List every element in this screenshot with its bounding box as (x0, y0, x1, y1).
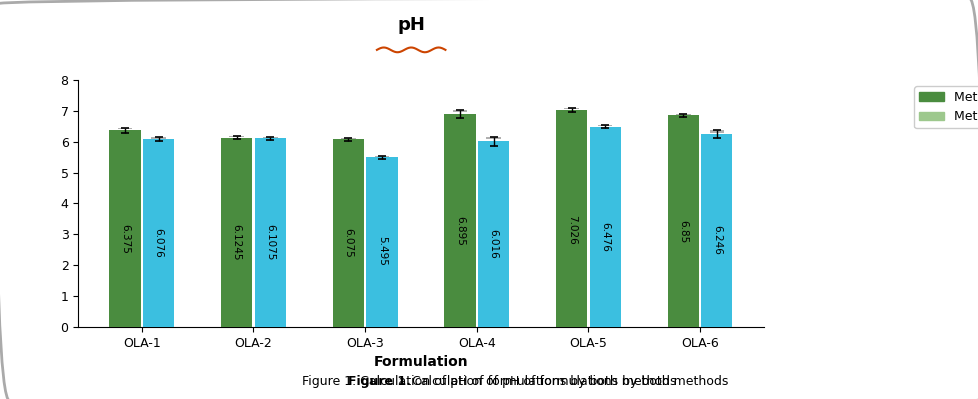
Bar (598, 125, 612, 126)
Bar (263, 137, 277, 138)
Bar (453, 110, 467, 113)
Bar (556, 110, 587, 327)
Bar (221, 138, 252, 327)
Bar (486, 136, 501, 139)
Bar (110, 130, 141, 327)
Bar (254, 138, 286, 327)
Legend: Method 1, Method 2: Method 1, Method 2 (913, 86, 978, 128)
Bar (709, 130, 724, 132)
Bar (676, 113, 689, 115)
Bar (375, 156, 388, 157)
Text: 6.476: 6.476 (600, 222, 609, 252)
Text: Calculation of pH of formulations by both methods: Calculation of pH of formulations by bot… (408, 375, 728, 387)
Text: 7.026: 7.026 (566, 215, 576, 244)
Text: 5.495: 5.495 (377, 236, 386, 266)
Bar (444, 114, 475, 327)
Text: 6.1075: 6.1075 (265, 224, 275, 261)
Text: 6.075: 6.075 (343, 228, 353, 257)
Bar (366, 157, 397, 327)
Bar (667, 115, 698, 327)
Text: 6.1245: 6.1245 (232, 224, 242, 260)
Bar (229, 136, 244, 137)
Text: 6.076: 6.076 (154, 228, 163, 257)
X-axis label: Formulation: Formulation (374, 356, 467, 369)
Text: 6.85: 6.85 (678, 220, 688, 243)
Bar (700, 134, 732, 327)
Text: Figure 1.: Figure 1. (347, 375, 410, 387)
Text: 6.016: 6.016 (488, 229, 498, 258)
Bar (143, 139, 174, 327)
Bar (589, 127, 620, 327)
Bar (340, 138, 355, 139)
Bar (117, 128, 132, 129)
Text: pH: pH (397, 16, 424, 34)
Text: 6.246: 6.246 (711, 225, 721, 255)
Text: Figure 1. Calculation of pH of formulations by both methods: Figure 1. Calculation of pH of formulati… (302, 375, 676, 387)
Bar (152, 137, 165, 138)
Text: 6.375: 6.375 (120, 223, 130, 253)
Bar (564, 108, 578, 109)
Bar (477, 141, 509, 327)
Text: 6.895: 6.895 (455, 216, 465, 246)
Bar (333, 139, 364, 327)
